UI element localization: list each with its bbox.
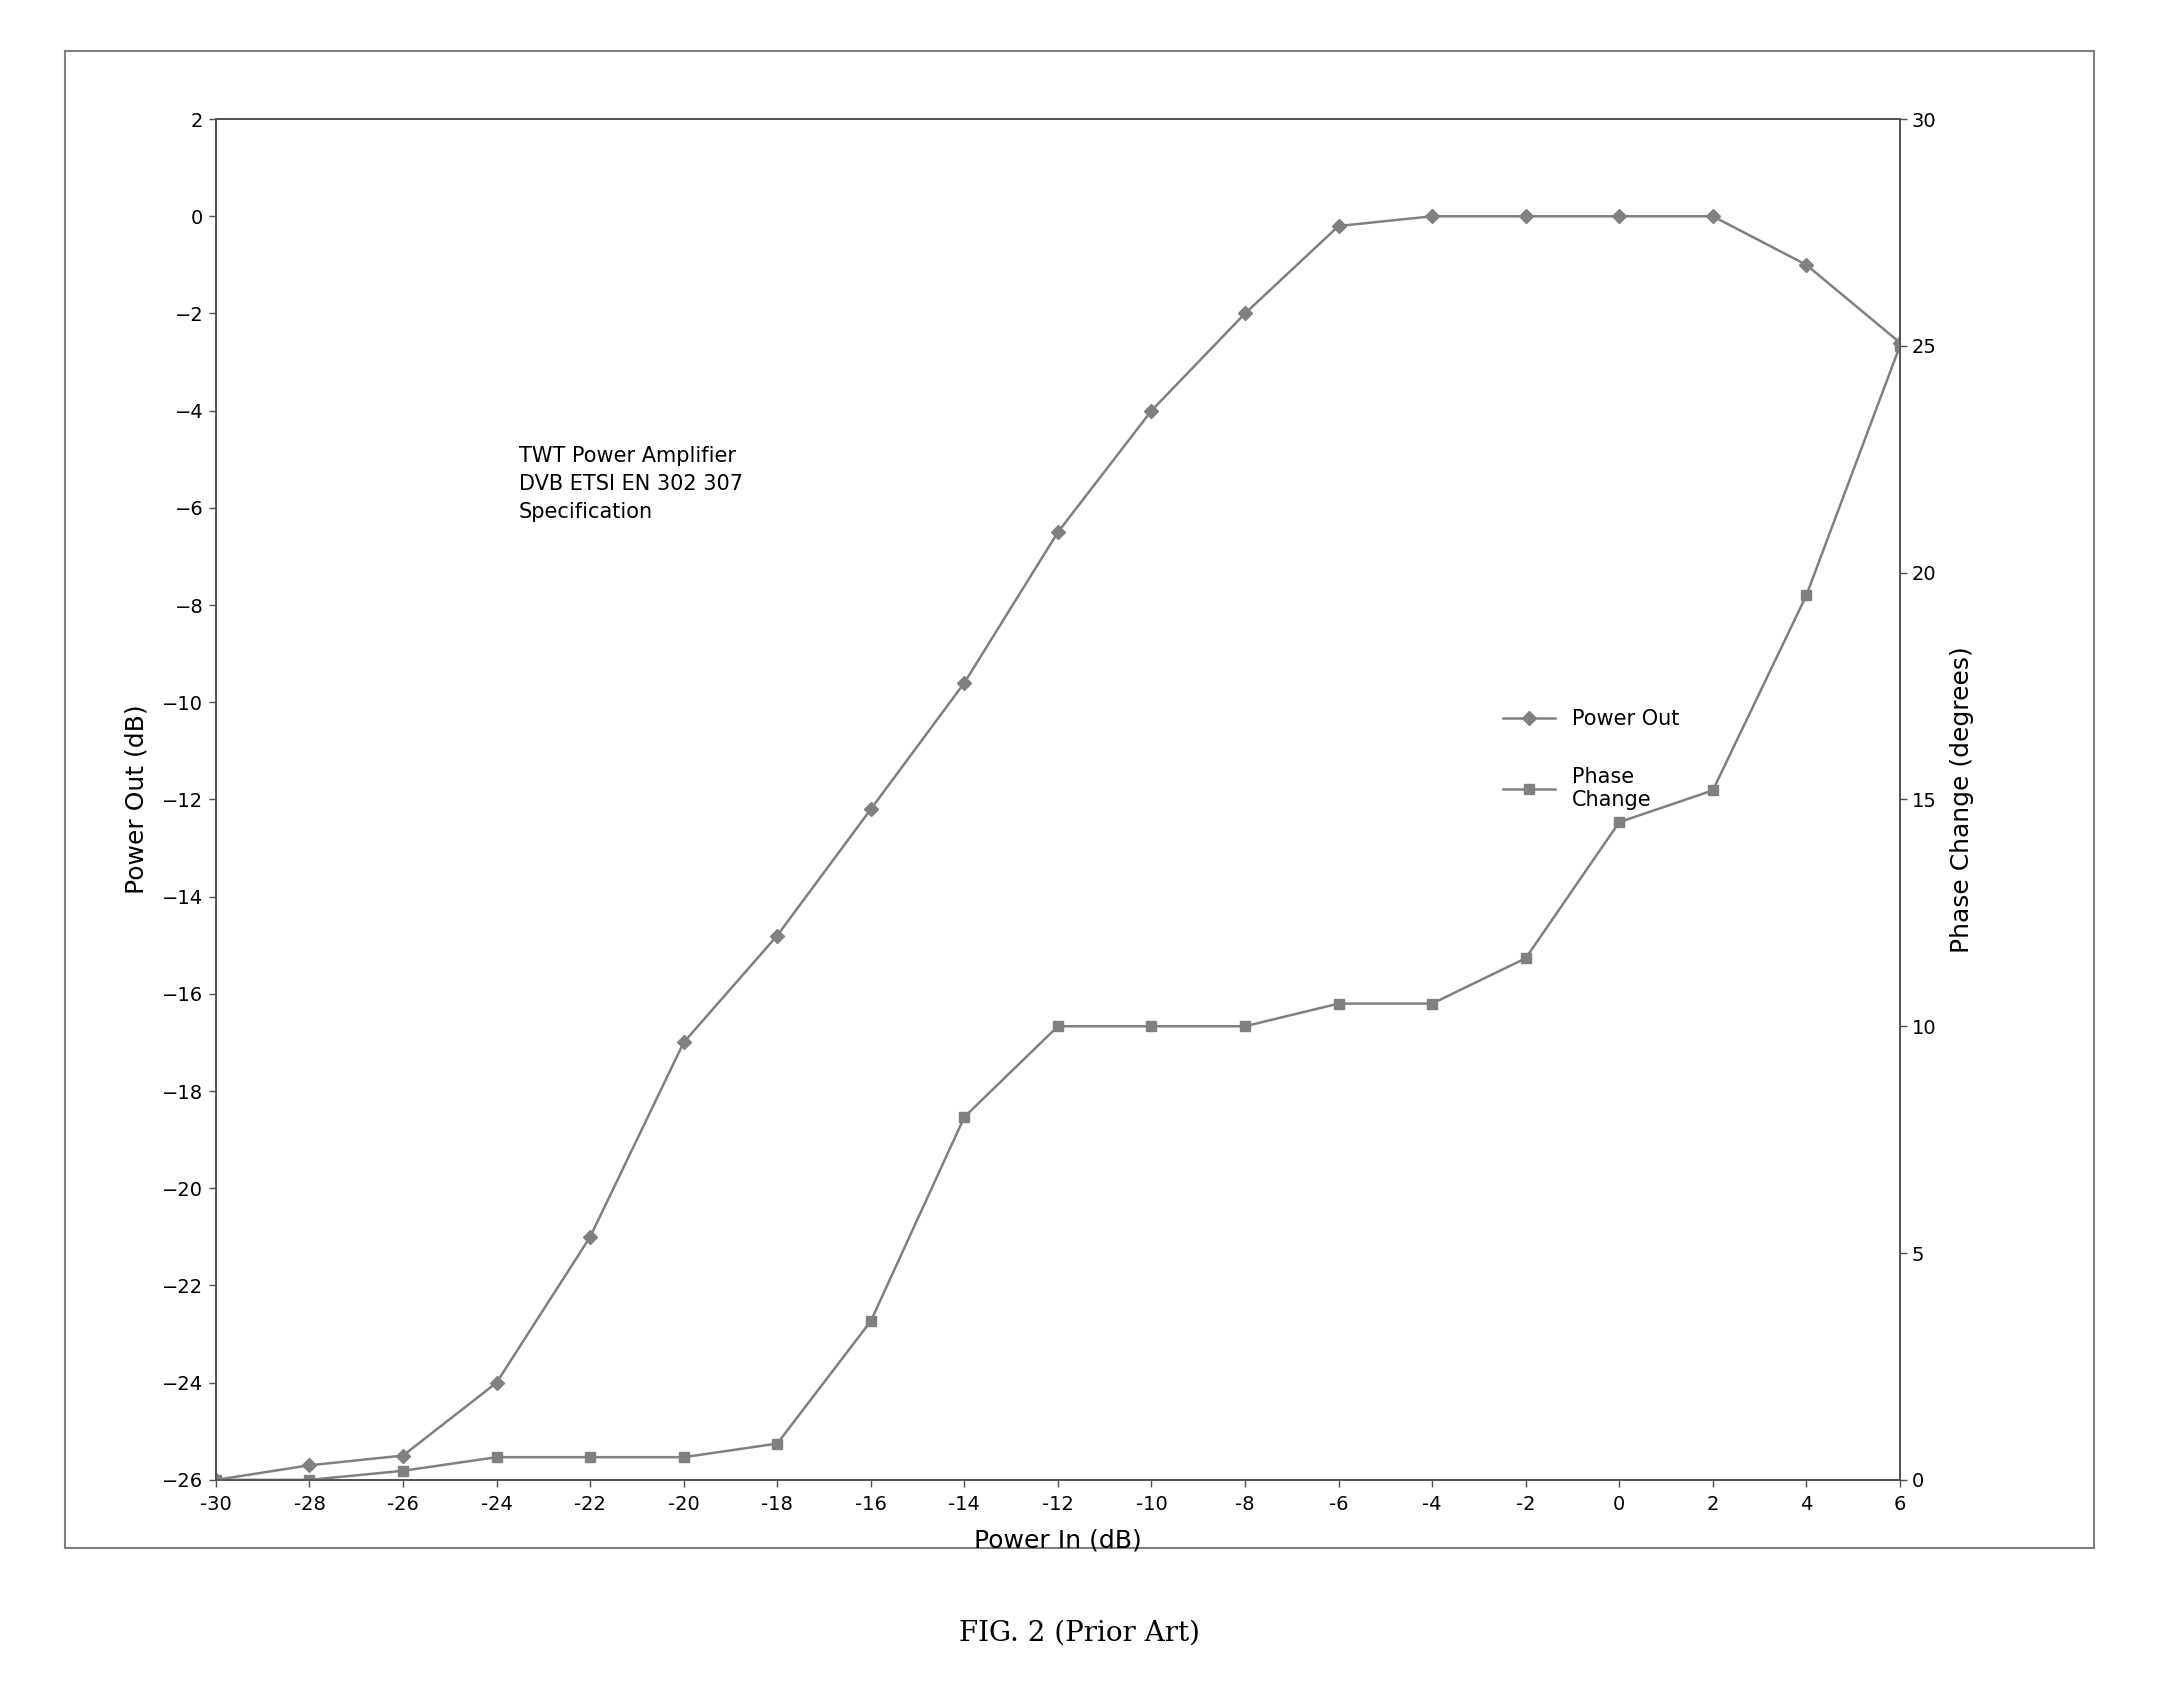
Y-axis label: Phase Change (degrees): Phase Change (degrees): [1950, 646, 1975, 953]
Power Out: [391, 1446, 417, 1466]
Power Out: [1045, 522, 1071, 543]
Phase
Change: [1045, 1015, 1071, 1036]
Phase
Change: [576, 1448, 602, 1468]
Text: TWT Power Amplifier
DVB ETSI EN 302 307
Specification: TWT Power Amplifier DVB ETSI EN 302 307 …: [518, 446, 743, 522]
Power Out: [1233, 303, 1259, 323]
Text: FIG. 2 (Prior Art): FIG. 2 (Prior Art): [959, 1619, 1200, 1647]
Phase
Change: [952, 1107, 978, 1128]
Power Out: [296, 1454, 322, 1475]
Power Out: [857, 799, 883, 820]
Power Out: [203, 1470, 229, 1490]
Power Out: [1513, 206, 1539, 226]
Phase
Change: [296, 1470, 322, 1490]
Phase
Change: [1326, 993, 1352, 1014]
Phase
Change: [671, 1448, 697, 1468]
Phase
Change: [484, 1448, 510, 1468]
Power Out: [1326, 216, 1352, 236]
Phase
Change: [764, 1434, 790, 1454]
Power Out: [1794, 255, 1820, 276]
Power Out: [764, 925, 790, 946]
Power Out: [671, 1033, 697, 1053]
Power Out: [1138, 400, 1164, 420]
Legend: Power Out, Phase
Change: Power Out, Phase Change: [1494, 701, 1688, 818]
Power Out: [1606, 206, 1632, 226]
Power Out: [576, 1226, 602, 1247]
Phase
Change: [857, 1311, 883, 1332]
X-axis label: Power In (dB): Power In (dB): [974, 1527, 1142, 1551]
Line: Phase
Change: Phase Change: [212, 340, 1904, 1485]
Phase
Change: [1699, 781, 1725, 801]
Phase
Change: [203, 1470, 229, 1490]
Y-axis label: Power Out (dB): Power Out (dB): [125, 704, 149, 895]
Phase
Change: [1513, 947, 1539, 968]
Power Out: [1699, 206, 1725, 226]
Phase
Change: [1233, 1015, 1259, 1036]
Line: Power Out: Power Out: [212, 211, 1904, 1485]
Power Out: [1887, 332, 1913, 352]
Phase
Change: [1606, 811, 1632, 832]
Phase
Change: [1887, 335, 1913, 356]
Phase
Change: [1418, 993, 1444, 1014]
Phase
Change: [1794, 585, 1820, 606]
Phase
Change: [1138, 1015, 1164, 1036]
Phase
Change: [391, 1461, 417, 1482]
Power Out: [952, 672, 978, 692]
Power Out: [1418, 206, 1444, 226]
Power Out: [484, 1373, 510, 1393]
